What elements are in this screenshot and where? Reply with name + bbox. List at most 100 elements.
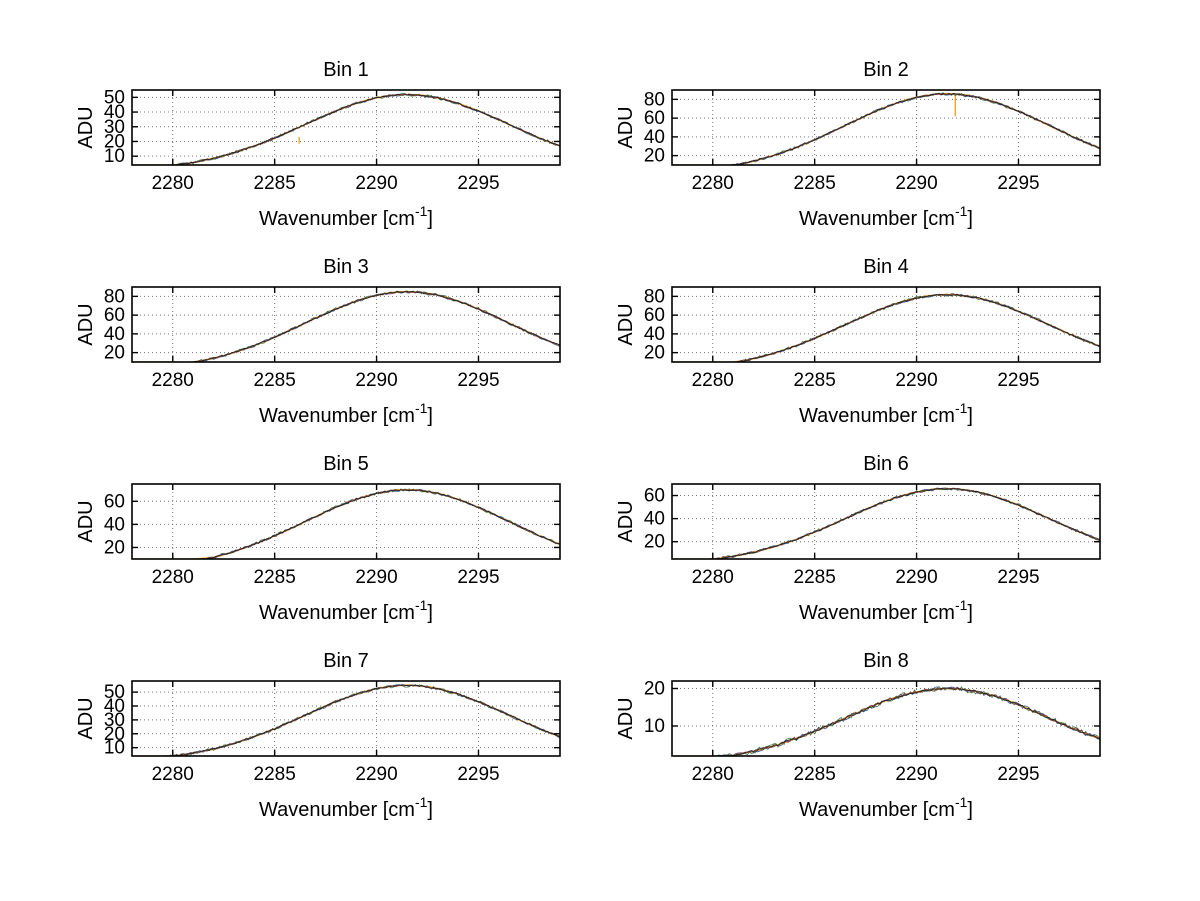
x-tick-label: 2285 [794, 173, 836, 194]
x-tick-label: 2295 [457, 173, 499, 194]
x-tick-label: 2280 [692, 764, 734, 785]
smooth-spectrum-line [132, 290, 560, 362]
x-tick-label: 2285 [254, 764, 296, 785]
curves-group [672, 293, 1100, 362]
x-tick-label: 2290 [895, 764, 937, 785]
noisy-spectrum-line [132, 290, 560, 362]
x-tick-label: 2290 [355, 764, 397, 785]
smooth-spectrum-line [132, 684, 560, 756]
y-axis-label: ADU [615, 303, 637, 345]
x-tick-label: 2290 [355, 567, 397, 588]
x-tick-label: 2285 [254, 567, 296, 588]
smooth-spectrum-line [672, 92, 1100, 165]
x-tick-label: 2290 [895, 173, 937, 194]
y-tick-label: 10 [644, 716, 665, 737]
y-tick-label: 30 [104, 117, 125, 138]
y-tick-label: 30 [104, 710, 125, 731]
x-tick-label: 2285 [794, 764, 836, 785]
axes-box [671, 89, 1101, 166]
y-tick-label: 40 [644, 509, 665, 530]
axes-box [671, 680, 1101, 757]
y-tick-label: 80 [644, 286, 665, 307]
noisy-spectrum-line [672, 93, 1100, 165]
noisy-spectrum-line [132, 93, 560, 165]
axes-box [131, 286, 561, 363]
noisy-spectrum-line [672, 685, 1100, 756]
y-tick-label: 40 [104, 324, 125, 345]
noisy-spectrum-line [672, 92, 1100, 165]
subplot-title: Bin 7 [323, 650, 369, 672]
x-tick-label: 2295 [997, 173, 1039, 194]
y-tick-label: 40 [104, 696, 125, 717]
x-tick-label: 2290 [895, 370, 937, 391]
noisy-spectrum-line [132, 290, 560, 362]
y-tick-label: 20 [104, 343, 125, 364]
x-tick-label: 2285 [794, 567, 836, 588]
noisy-spectrum-line [672, 487, 1100, 559]
noisy-spectrum-line [672, 487, 1100, 559]
y-tick-label: 50 [104, 87, 125, 108]
smooth-spectrum-line [132, 93, 560, 165]
x-axis-label: Wavenumber [cm-1] [799, 597, 973, 624]
x-tick-label: 2290 [895, 567, 937, 588]
x-tick-label: 2285 [254, 173, 296, 194]
y-axis-label: ADU [615, 500, 637, 542]
y-tick-label: 40 [644, 127, 665, 148]
noisy-spectrum-line [672, 293, 1100, 362]
axes-box [671, 483, 1101, 560]
noisy-spectrum-line [672, 486, 1100, 559]
x-axis-label: Wavenumber [cm-1] [259, 597, 433, 624]
y-tick-label: 60 [644, 108, 665, 129]
y-tick-label: 60 [644, 305, 665, 326]
x-tick-label: 2280 [152, 370, 194, 391]
y-tick-label: 20 [104, 724, 125, 745]
curves-group [672, 685, 1100, 756]
curves-group [672, 486, 1100, 559]
x-tick-label: 2295 [457, 567, 499, 588]
y-tick-label: 40 [104, 514, 125, 535]
x-axis-label: Wavenumber [cm-1] [799, 794, 973, 821]
x-tick-label: 2290 [355, 173, 397, 194]
y-tick-label: 20 [104, 131, 125, 152]
x-axis-label: Wavenumber [cm-1] [799, 203, 973, 230]
x-axis-label: Wavenumber [cm-1] [799, 400, 973, 427]
y-tick-label: 40 [104, 102, 125, 123]
y-tick-label: 60 [104, 305, 125, 326]
x-tick-label: 2280 [152, 173, 194, 194]
x-tick-label: 2290 [355, 370, 397, 391]
y-tick-label: 20 [104, 537, 125, 558]
y-tick-label: 20 [644, 146, 665, 167]
smooth-spectrum-line [672, 293, 1100, 362]
x-tick-label: 2280 [692, 567, 734, 588]
subplot-title: Bin 5 [323, 453, 369, 475]
x-tick-label: 2280 [692, 370, 734, 391]
noisy-spectrum-line [672, 687, 1100, 756]
noisy-spectrum-line [672, 293, 1100, 362]
axes-box [131, 483, 561, 560]
y-tick-label: 10 [104, 146, 125, 167]
x-tick-label: 2295 [997, 764, 1039, 785]
subplot-title: Bin 4 [863, 256, 909, 278]
smooth-spectrum-line [672, 687, 1100, 756]
noisy-spectrum-line [132, 93, 560, 165]
noisy-spectrum-line [672, 487, 1100, 559]
x-tick-label: 2295 [457, 764, 499, 785]
noisy-spectrum-line [672, 293, 1100, 362]
y-axis-label: ADU [615, 106, 637, 148]
x-axis-label: Wavenumber [cm-1] [259, 400, 433, 427]
subplot-title: Bin 2 [863, 59, 909, 81]
y-axis-label: ADU [75, 106, 97, 148]
y-tick-label: 60 [104, 491, 125, 512]
curves-group [132, 92, 560, 165]
noisy-spectrum-line [132, 489, 560, 559]
noisy-spectrum-line [132, 684, 560, 756]
y-tick-label: 60 [644, 486, 665, 507]
y-tick-label: 10 [104, 738, 125, 759]
x-tick-label: 2285 [254, 370, 296, 391]
noisy-spectrum-line [132, 291, 560, 362]
subplot-title: Bin 3 [323, 256, 369, 278]
x-tick-label: 2295 [997, 567, 1039, 588]
noisy-spectrum-line [672, 686, 1100, 756]
y-axis-label: ADU [615, 697, 637, 739]
